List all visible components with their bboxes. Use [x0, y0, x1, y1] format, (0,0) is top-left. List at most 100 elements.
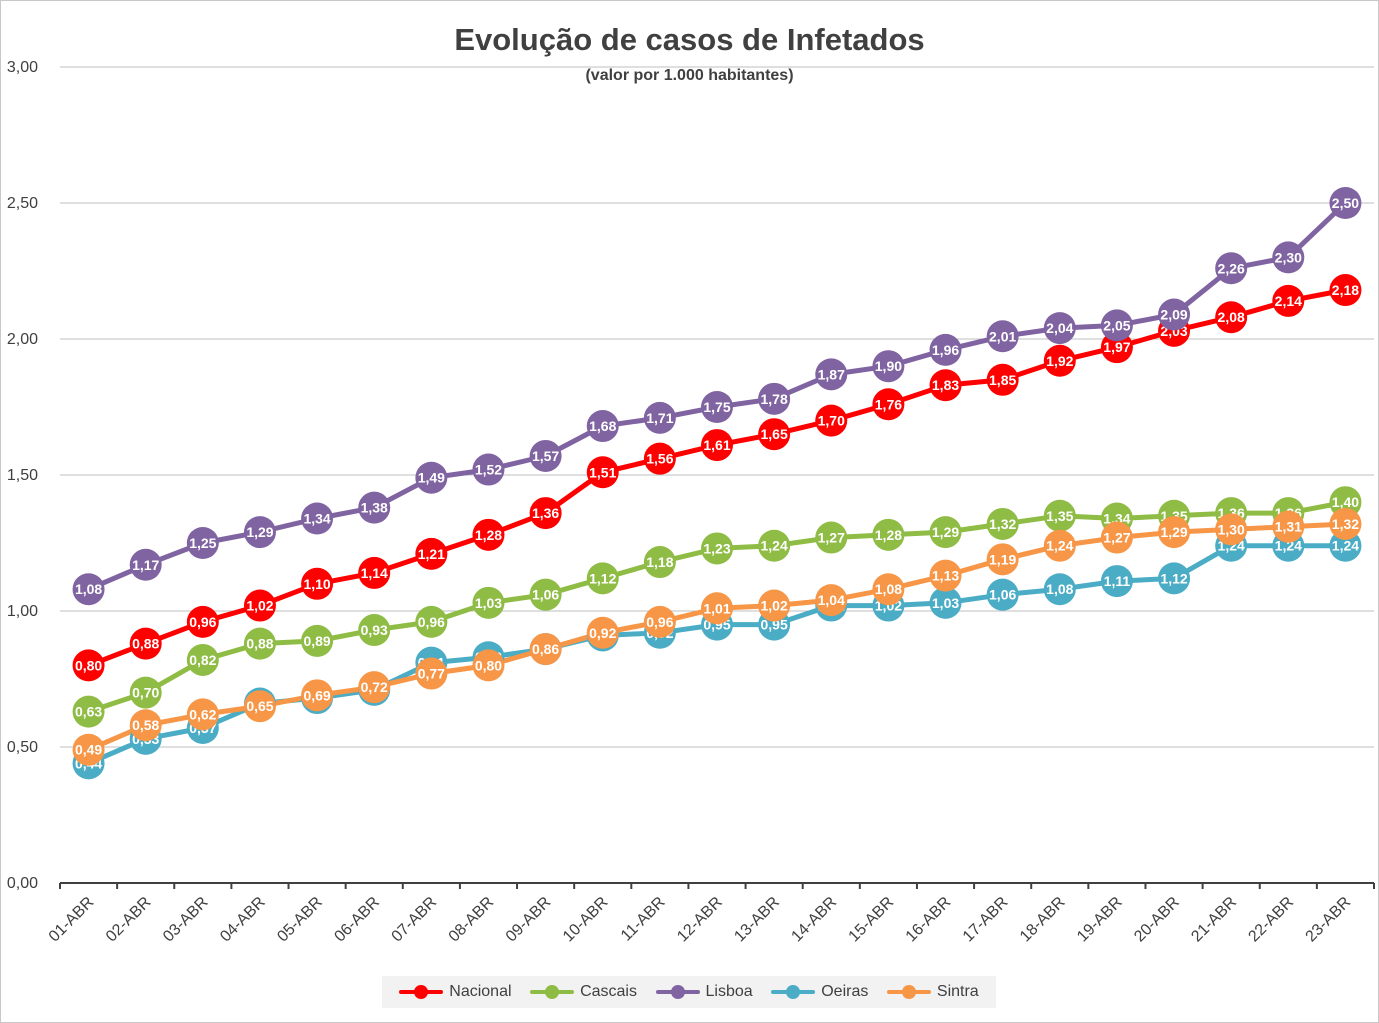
data-label-cascais: 0,82	[189, 652, 216, 668]
y-tick-label: 1,50	[7, 467, 38, 484]
data-point-cascais	[586, 562, 619, 595]
data-label-cascais: 0,96	[418, 614, 445, 630]
legend-item-sintra: Sintra	[886, 983, 979, 1001]
data-label-cascais: 0,88	[246, 636, 273, 652]
data-point-nacional	[1215, 301, 1248, 334]
data-point-nacional	[358, 556, 391, 589]
data-label-nacional: 0,96	[189, 614, 216, 630]
data-label-oeiras: 1,06	[989, 587, 1016, 603]
data-label-lisboa: 1,17	[132, 557, 159, 573]
x-tick-label: 23-ABR	[1303, 894, 1355, 946]
data-point-nacional	[1272, 284, 1305, 317]
x-tick-label: 12-ABR	[674, 894, 726, 946]
data-point-cascais	[129, 676, 162, 709]
x-tick-label: 16-ABR	[903, 894, 955, 946]
data-point-lisboa	[129, 548, 162, 581]
data-label-oeiras: 1,24	[1275, 538, 1302, 554]
x-tick-label: 20-ABR	[1131, 894, 1183, 946]
data-point-cascais	[701, 532, 733, 565]
data-label-cascais: 1,12	[589, 570, 616, 586]
data-point-sintra	[1272, 510, 1305, 543]
data-label-lisboa: 2,04	[1046, 320, 1073, 336]
data-label-sintra: 0,80	[475, 657, 502, 673]
data-label-cascais: 1,23	[703, 540, 730, 556]
x-tick-label: 02-ABR	[103, 894, 155, 946]
y-tick-label: 3,00	[7, 59, 38, 76]
data-label-lisboa: 2,30	[1275, 249, 1302, 265]
legend-item-lisboa: Lisboa	[655, 983, 753, 1001]
data-point-cascais	[358, 614, 391, 647]
x-tick-label: 19-ABR	[1074, 894, 1126, 946]
data-label-lisboa: 1,75	[703, 399, 730, 415]
data-point-lisboa	[1215, 252, 1248, 285]
x-tick-label: 15-ABR	[846, 894, 898, 946]
x-tick-label: 11-ABR	[618, 894, 669, 945]
data-point-cascais	[243, 627, 276, 660]
data-label-lisboa: 1,52	[475, 462, 502, 478]
data-point-cascais	[301, 624, 334, 657]
y-tick-label: 0,50	[7, 739, 38, 756]
data-label-sintra: 1,24	[1046, 538, 1073, 554]
data-point-sintra	[1043, 529, 1076, 562]
data-point-sintra	[986, 543, 1019, 576]
data-point-sintra	[872, 573, 905, 606]
data-label-oeiras: 1,12	[1160, 570, 1187, 586]
x-tick-label: 06-ABR	[331, 894, 383, 946]
legend-item-cascais: Cascais	[530, 983, 637, 1001]
data-label-sintra: 0,96	[646, 614, 673, 630]
data-label-nacional: 1,97	[1103, 339, 1130, 355]
data-point-sintra	[243, 690, 276, 723]
x-tick-label: 13-ABR	[731, 894, 783, 946]
data-point-lisboa	[758, 382, 791, 415]
legend-label-nacional: Nacional	[449, 983, 512, 1000]
data-point-lisboa	[929, 333, 962, 366]
data-point-nacional	[586, 456, 619, 489]
data-label-cascais: 1,34	[1103, 511, 1130, 527]
data-label-nacional: 1,51	[589, 464, 616, 480]
data-point-sintra	[815, 584, 848, 617]
data-point-lisboa	[529, 439, 562, 472]
data-label-sintra: 0,92	[589, 625, 616, 641]
data-label-nacional: 2,14	[1275, 293, 1302, 309]
data-point-lisboa	[72, 573, 105, 606]
legend-marker-cascais	[530, 985, 575, 999]
data-label-sintra: 0,58	[132, 717, 159, 733]
data-label-sintra: 0,69	[303, 687, 330, 703]
data-point-nacional	[1043, 344, 1076, 377]
data-point-sintra	[758, 589, 791, 622]
data-point-cascais	[758, 529, 791, 562]
data-label-oeiras: 1,24	[1332, 538, 1359, 554]
data-label-cascais: 1,35	[1046, 508, 1073, 524]
data-point-sintra	[72, 733, 105, 766]
data-point-cascais	[472, 586, 505, 619]
x-tick-label: 18-ABR	[1017, 894, 1069, 946]
data-label-lisboa: 1,34	[303, 511, 330, 527]
data-point-sintra	[1100, 521, 1133, 554]
data-label-lisboa: 1,57	[532, 448, 559, 464]
data-label-cascais: 1,28	[875, 527, 902, 543]
data-point-cascais	[643, 546, 676, 579]
data-label-nacional: 2,18	[1332, 282, 1359, 298]
data-label-sintra: 1,27	[1103, 530, 1130, 546]
data-point-nacional	[872, 388, 905, 421]
legend: Nacional Cascais Lisboa Oeiras Sintra	[382, 976, 996, 1008]
x-tick-label: 08-ABR	[446, 894, 498, 946]
data-label-cascais: 0,63	[75, 704, 102, 720]
data-point-sintra	[186, 698, 219, 731]
data-label-oeiras: 1,11	[1104, 573, 1131, 589]
data-label-nacional: 1,56	[646, 451, 673, 467]
data-label-sintra: 0,72	[361, 679, 388, 695]
data-label-lisboa: 2,05	[1103, 317, 1130, 333]
data-point-lisboa	[1043, 312, 1076, 345]
data-label-nacional: 1,85	[989, 372, 1016, 388]
x-tick-label: 05-ABR	[274, 894, 326, 946]
x-tick-label: 14-ABR	[788, 894, 840, 946]
data-point-sintra	[701, 592, 733, 625]
data-point-lisboa	[472, 453, 505, 486]
data-point-nacional	[415, 537, 448, 570]
data-label-nacional: 1,10	[303, 576, 330, 592]
data-point-lisboa	[986, 320, 1019, 353]
data-point-nacional	[986, 363, 1019, 396]
data-label-cascais: 1,32	[989, 516, 1016, 532]
